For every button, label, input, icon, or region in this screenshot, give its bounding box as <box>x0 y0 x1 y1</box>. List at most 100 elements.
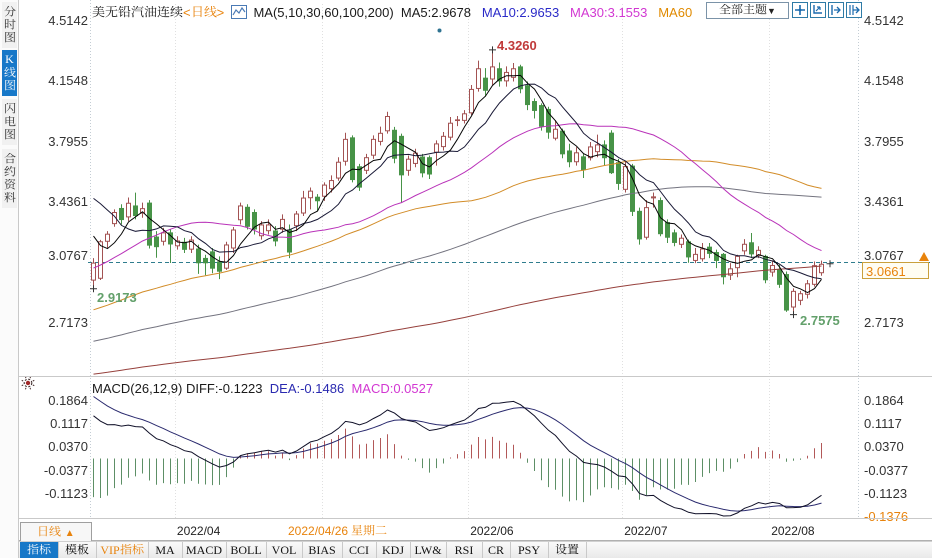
cjk-glyph <box>4 179 15 190</box>
diff-line <box>93 400 822 517</box>
cjk-glyph <box>170 6 183 18</box>
gridlines <box>90 0 859 518</box>
toolbar-item-15[interactable] <box>548 542 587 558</box>
toolbar-item-5[interactable]: MACD <box>182 542 227 558</box>
cjk-glyph <box>105 6 118 18</box>
price-tick-left: 4.1548 <box>48 73 88 89</box>
page-forward-icon-button[interactable] <box>846 2 862 18</box>
cjk-glyph <box>4 80 15 91</box>
cjk-glyph <box>3 67 16 78</box>
price-tick-right: 3.0767 <box>864 248 904 263</box>
price-tick-right: 4.5142 <box>864 12 904 28</box>
cjk-glyph <box>755 4 767 15</box>
toolbar-item-13[interactable]: CR <box>482 542 511 558</box>
toolbar-item-7[interactable]: VOL <box>266 542 303 558</box>
sidebar-tab-time-chart[interactable] <box>2 2 17 48</box>
toolbar-item-11[interactable]: LW& <box>410 542 447 558</box>
toolbar-item-2[interactable] <box>58 542 97 558</box>
cjk-glyph <box>4 103 15 114</box>
macd-tick-left: 0.0370 <box>48 439 88 455</box>
period-arrow-icon: ▲ <box>64 528 75 539</box>
macd-tick-left: -0.1123 <box>44 486 88 502</box>
cjk-glyph <box>351 525 363 536</box>
toolbar-item-4[interactable]: MA <box>148 542 183 558</box>
ma200-line <box>93 265 822 375</box>
last-price-box: 3.0661 <box>862 262 929 279</box>
cjk-glyph <box>144 6 157 18</box>
cjk-glyph <box>567 544 579 555</box>
ma30-line <box>93 123 822 269</box>
macd-tick-left: 0.1864 <box>48 392 88 408</box>
toolbar-item-3[interactable]: VIP <box>96 542 149 558</box>
period-selector-button[interactable]: ▲ <box>20 522 92 542</box>
annotation-dot[interactable] <box>437 28 442 33</box>
cjk-glyph <box>4 19 16 30</box>
sidebar-tab-kline-chart[interactable]: K <box>2 50 17 96</box>
price-tick-left: 2.7173 <box>48 314 88 330</box>
month-label: 2022/04 <box>176 524 221 538</box>
macd-tick-right: -0.0377 <box>864 462 909 478</box>
price-tick-right: 3.4361 <box>864 194 904 210</box>
ma5-value: MA5:2.9678 <box>400 5 471 20</box>
cjk-glyph <box>49 526 62 537</box>
ma10-value: MA10:2.9653 <box>481 5 560 20</box>
ma-lines <box>93 74 822 375</box>
ma60-line <box>93 158 822 311</box>
cjk-glyph <box>719 4 731 15</box>
price-tick-left: 3.4361 <box>48 194 88 210</box>
date-row-separator-top <box>19 518 932 519</box>
low-price-label: 2.7575 <box>800 313 840 328</box>
cjk-glyph <box>77 544 89 555</box>
dea-line <box>93 396 822 512</box>
price-tick-right: 3.7955 <box>864 133 904 149</box>
macd-diff-value: DIFF:-0.1223 <box>185 381 263 396</box>
cjk-glyph <box>3 166 16 177</box>
date-row-separator-bottom <box>19 540 932 541</box>
theme-dropdown[interactable]: ▼ <box>706 2 789 19</box>
toolbar-item-9[interactable]: CCI <box>342 542 377 558</box>
left-sidebar: K <box>0 0 19 558</box>
macd-tick-right: 0.0370 <box>864 439 904 455</box>
macd-dea-value: DEA:-0.1486 <box>269 381 345 396</box>
ref-price-arrow-icon <box>919 252 929 261</box>
dropdown-arrow-icon: ▼ <box>767 6 776 16</box>
cjk-glyph <box>743 4 755 14</box>
toolbar-item-6[interactable]: BOLL <box>226 542 267 558</box>
panel-separator[interactable] <box>19 376 932 377</box>
cjk-glyph <box>65 544 77 555</box>
pan-crosshair-icon-button[interactable] <box>792 2 808 18</box>
zoom-fit-icon-button[interactable] <box>810 2 826 18</box>
toolbar-item-12[interactable]: RSI <box>446 542 483 558</box>
toolbar-item-1[interactable] <box>20 542 59 558</box>
ma-params-label: MA(5,10,30,60,100,200) <box>253 5 394 20</box>
toolbar-item-8[interactable]: BIAS <box>302 542 343 558</box>
sidebar-tab-flash-chart[interactable] <box>2 99 17 145</box>
cjk-glyph <box>39 526 48 537</box>
price-tick-right: 4.1548 <box>864 73 904 89</box>
price-tick-left: 3.7955 <box>48 133 88 149</box>
cjk-glyph <box>555 544 567 555</box>
cjk-glyph <box>3 153 16 164</box>
ma100-line <box>93 186 822 342</box>
cjk-glyph <box>39 544 51 555</box>
macd-header: MACD(26,12,9) DIFF:-0.1223 DEA:-0.1486 M… <box>92 381 433 396</box>
cjk-glyph <box>193 6 202 18</box>
month-label: 2022/08 <box>771 524 815 538</box>
cjk-glyph <box>131 544 144 555</box>
price-tick-left: 4.5142 <box>48 12 88 28</box>
sidebar-tab-contract-info[interactable] <box>2 149 17 208</box>
cjk-glyph <box>204 6 217 18</box>
cjk-glyph <box>157 6 170 18</box>
cjk-glyph <box>27 544 39 555</box>
toolbar-item-10[interactable]: KDJ <box>376 542 411 558</box>
cjk-glyph <box>4 129 15 140</box>
toolbar-item-14[interactable]: PSY <box>510 542 549 558</box>
ma60-value: MA60 <box>658 5 693 20</box>
scroll-right-icon-button[interactable] <box>828 2 844 18</box>
cjk-glyph <box>363 525 375 536</box>
ma10-line <box>93 83 822 280</box>
macd-tick-right: 0.1864 <box>864 392 904 408</box>
period-tag[interactable]: < > <box>183 5 225 20</box>
